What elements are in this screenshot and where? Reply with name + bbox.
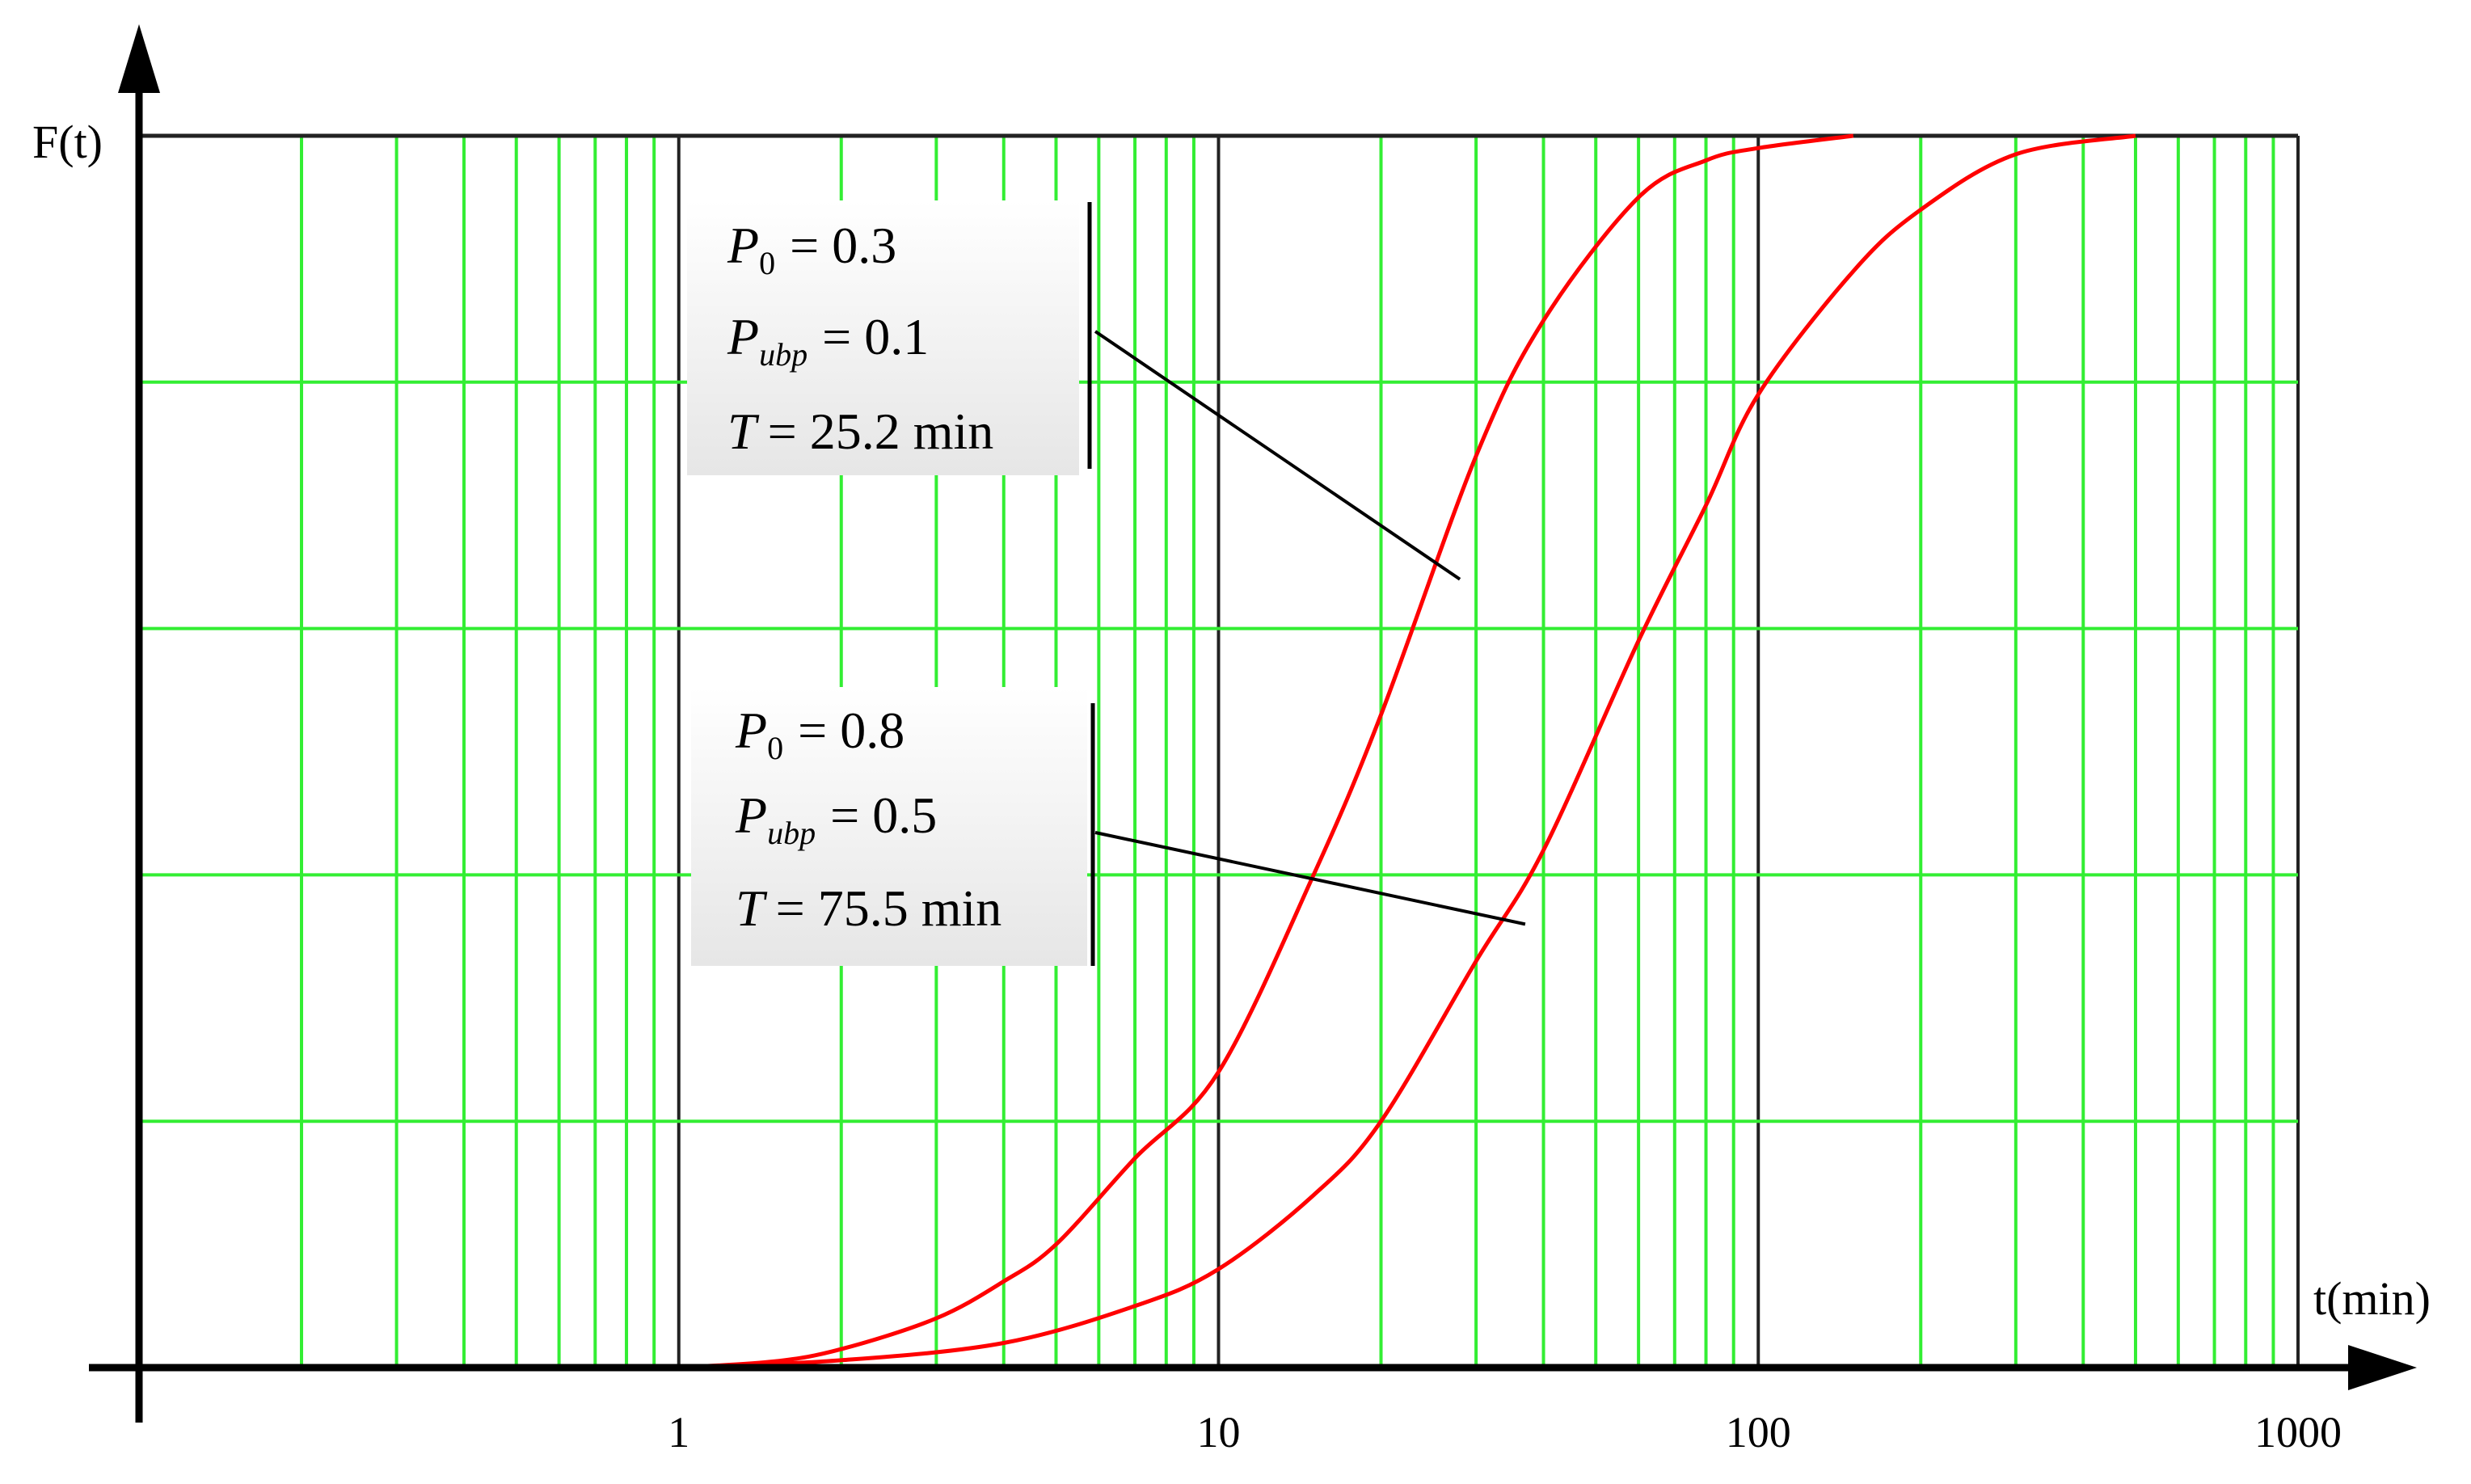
annotation-2-pubp-symbol: P — [735, 786, 767, 844]
annotation-2-p0-sub: 0 — [767, 730, 783, 766]
annotation-2-p0: P0 = 0.8 — [735, 702, 904, 766]
x-tick-label: 10 — [1197, 1408, 1241, 1457]
x-tick-labels: 1 10 100 1000 — [668, 1408, 2342, 1457]
annotation-1-t-symbol: T — [727, 403, 760, 460]
annotation-1-pubp-value: = 0.1 — [822, 308, 929, 365]
series-line-2 — [678, 133, 2136, 1370]
annotation-1-pubp-symbol: P — [727, 308, 759, 365]
y-axis-label: F(t) — [32, 116, 103, 168]
annotation-1-pubp: Pubp = 0.1 — [727, 308, 929, 373]
annotation-1-box — [687, 200, 1079, 475]
annotation-1: P0 = 0.3 Pubp = 0.1 T = 25.2 min — [687, 200, 1461, 581]
annotation-1-p0-sub: 0 — [759, 245, 775, 281]
annotation-2-p0-symbol: P — [735, 702, 767, 759]
grid — [139, 133, 2300, 1368]
annotation-2-leader — [1094, 831, 1526, 926]
series-line-1 — [678, 133, 1854, 1370]
annotation-1-p0: P0 = 0.3 — [727, 217, 896, 281]
x-axis-label: t(min) — [2313, 1272, 2431, 1325]
annotations: P0 = 0.3 Pubp = 0.1 T = 25.2 min P0 = 0.8 Pu… — [687, 200, 1526, 966]
annotation-1-p0-symbol: P — [727, 217, 759, 274]
x-tick-label: 1 — [668, 1408, 689, 1457]
annotation-2-t: T = 75.5 min — [736, 879, 1001, 937]
annotation-1-leader — [1094, 330, 1461, 581]
annotation-1-t-value: = 25.2 min — [768, 403, 994, 460]
annotation-2-pubp: Pubp = 0.5 — [735, 786, 937, 851]
annotation-1-pubp-sub: ubp — [759, 336, 808, 373]
annotation-2-box — [691, 687, 1087, 966]
annotation-1-p0-value: = 0.3 — [790, 217, 896, 274]
x-tick-label: 1000 — [2254, 1408, 2342, 1457]
x-tick-label: 100 — [1726, 1408, 1791, 1457]
axes: F(t) t(min) — [32, 24, 2431, 1423]
annotation-2-t-symbol: T — [736, 879, 768, 937]
annotation-1-t: T = 25.2 min — [727, 403, 993, 460]
annotation-2-pubp-value: = 0.5 — [830, 786, 937, 844]
y-axis-arrow — [118, 24, 160, 93]
annotation-2-p0-value: = 0.8 — [798, 702, 904, 759]
x-axis-arrow — [2348, 1345, 2417, 1390]
annotation-2: P0 = 0.8 Pubp = 0.5 T = 75.5 min — [691, 687, 1526, 966]
annotation-2-pubp-sub: ubp — [767, 815, 816, 851]
curves — [678, 133, 2136, 1370]
annotation-2-t-value: = 75.5 min — [776, 879, 1002, 937]
